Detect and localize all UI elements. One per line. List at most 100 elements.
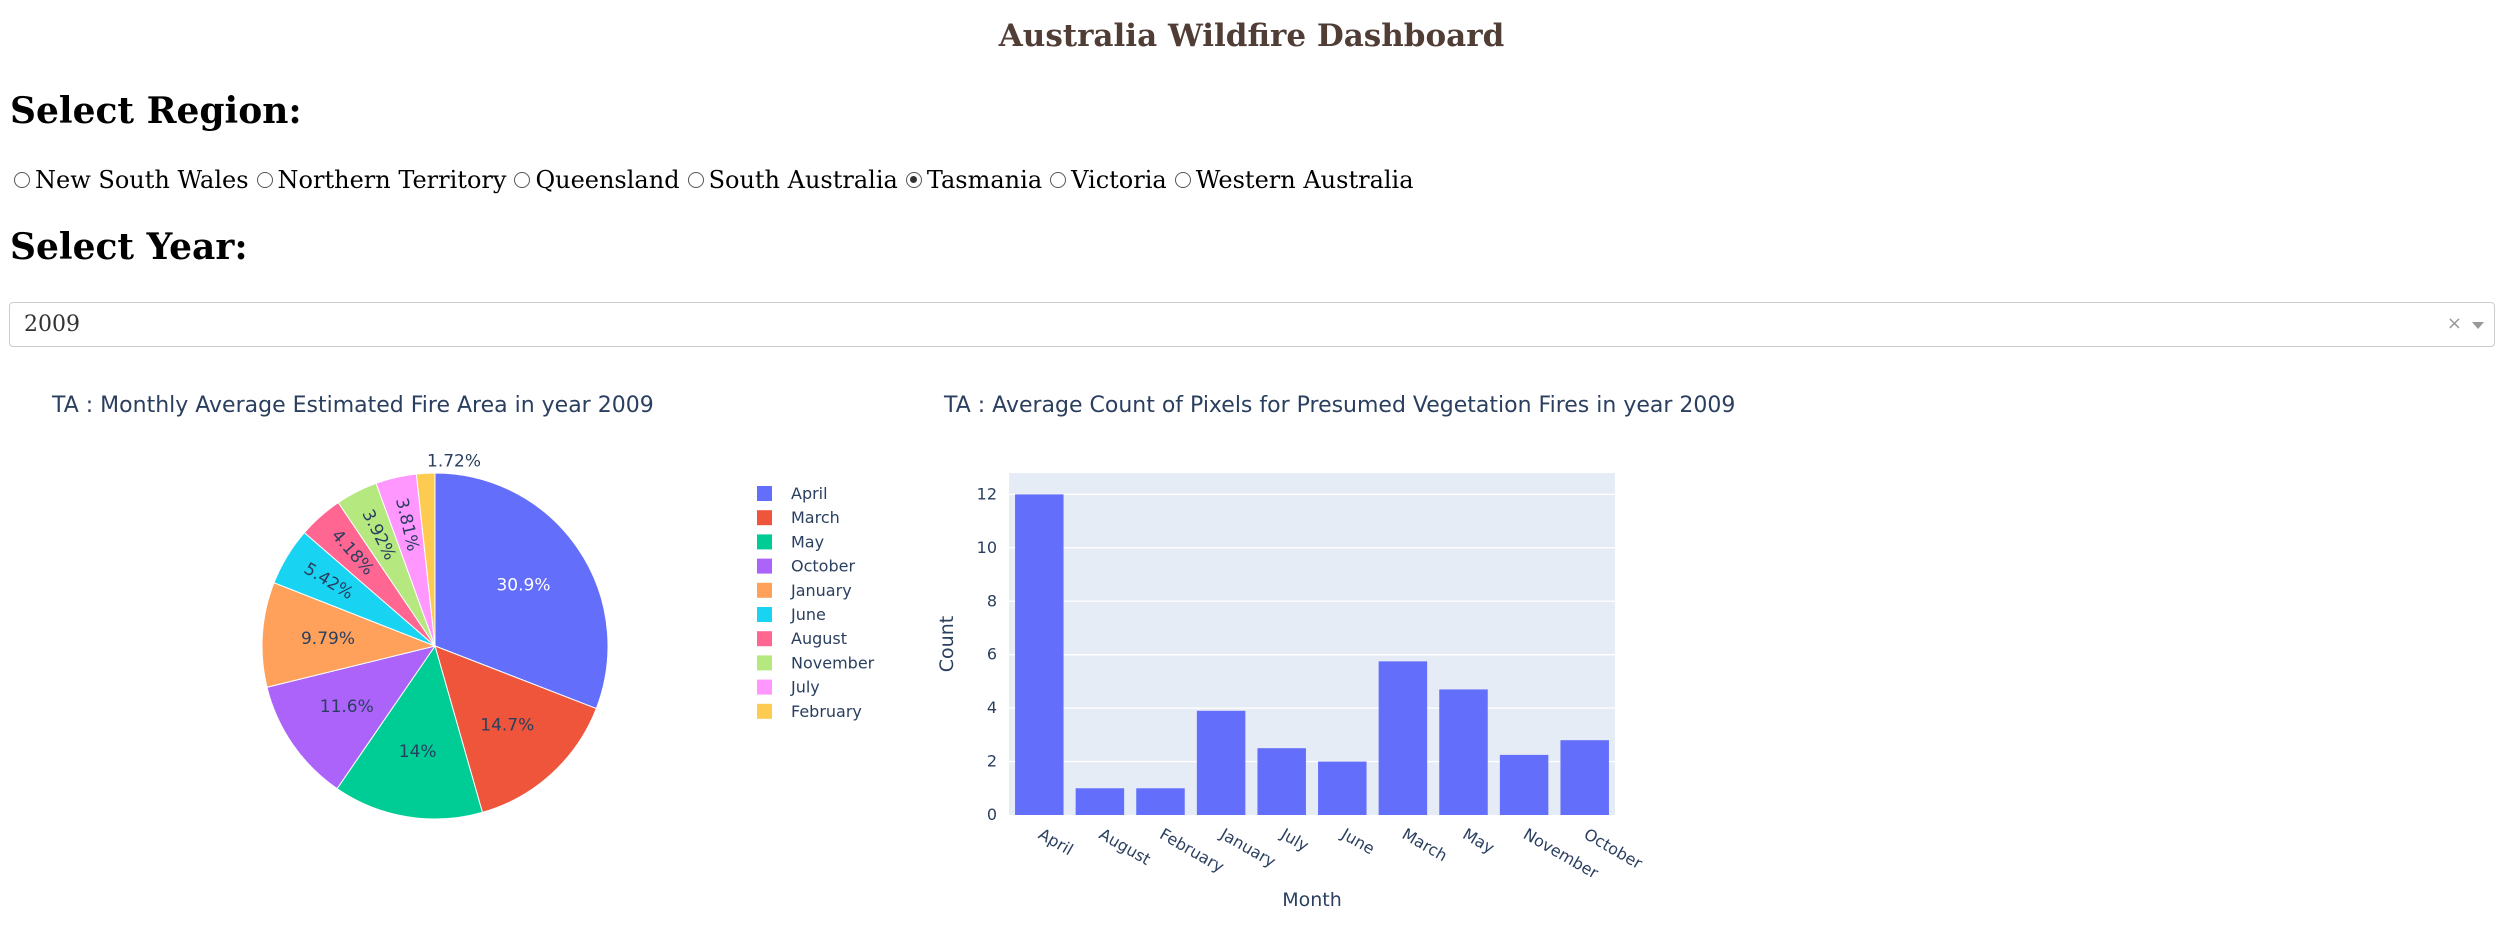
pie-value-label: 9.79% xyxy=(301,629,355,649)
radio-button[interactable] xyxy=(905,172,922,188)
bar-april[interactable] xyxy=(1015,494,1064,815)
radio-label: South Australia xyxy=(708,166,898,194)
x-tick-label: July xyxy=(1277,824,1312,855)
x-tick-label: May xyxy=(1460,824,1498,857)
legend-label: January xyxy=(790,581,852,600)
pie-slice-january[interactable] xyxy=(261,582,437,688)
radio-button[interactable] xyxy=(1174,172,1191,188)
legend-item-october[interactable]: October xyxy=(757,557,855,576)
x-tick-label: June xyxy=(1337,824,1378,858)
region-option-victoria[interactable]: Victoria xyxy=(1050,166,1167,194)
bar-october[interactable] xyxy=(1560,740,1609,815)
legend-swatch xyxy=(757,631,772,647)
y-tick-label: 4 xyxy=(987,698,997,717)
bar-august[interactable] xyxy=(1075,788,1125,815)
pie-value-label: 30.9% xyxy=(496,575,550,595)
radio-label: Queensland xyxy=(535,166,680,194)
legend-item-june[interactable]: June xyxy=(757,605,826,624)
radio-button[interactable] xyxy=(256,172,273,188)
pie-chart: TA : Monthly Average Estimated Fire Area… xyxy=(51,393,875,820)
legend-item-august[interactable]: August xyxy=(757,629,847,648)
x-tick-label: February xyxy=(1157,824,1228,876)
radio-label: New South Wales xyxy=(35,166,249,194)
region-option-tasmania[interactable]: Tasmania xyxy=(905,166,1043,194)
bar-july[interactable] xyxy=(1257,748,1306,815)
legend-item-january[interactable]: January xyxy=(757,581,852,600)
pie-slice-april[interactable] xyxy=(434,472,609,710)
radio-label: Northern Territory xyxy=(277,166,507,194)
legend-label: October xyxy=(791,557,855,576)
legend-swatch xyxy=(757,582,772,598)
bar-january[interactable] xyxy=(1196,710,1246,815)
bar-november[interactable] xyxy=(1499,754,1549,815)
year-dropdown-value: 2009 xyxy=(24,312,80,337)
y-tick-label: 6 xyxy=(987,645,997,664)
radio-button[interactable] xyxy=(1050,172,1067,188)
legend-item-november[interactable]: November xyxy=(757,653,875,672)
radio-label: Victoria xyxy=(1071,166,1167,194)
radio-label: Tasmania xyxy=(926,166,1043,194)
x-axis-title: Month xyxy=(1282,889,1342,911)
legend-item-may[interactable]: May xyxy=(757,532,824,551)
pie-chart-title: TA : Monthly Average Estimated Fire Area… xyxy=(51,393,654,418)
legend-label: August xyxy=(791,629,847,648)
pie-value-label: 1.72% xyxy=(427,451,481,471)
x-tick-label: April xyxy=(1035,824,1076,859)
legend-label: February xyxy=(791,702,862,721)
y-axis-title: Count xyxy=(936,616,958,672)
radio-button[interactable] xyxy=(14,172,30,188)
y-tick-label: 8 xyxy=(987,591,997,610)
select-year-heading: Select Year: xyxy=(10,226,248,268)
legend-swatch xyxy=(757,510,772,526)
year-dropdown[interactable]: 2009 × xyxy=(9,302,2495,347)
x-tick-label: March xyxy=(1399,824,1451,865)
bar-series xyxy=(1015,494,1609,815)
bar-march[interactable] xyxy=(1378,661,1428,815)
legend-swatch xyxy=(757,558,772,574)
legend-swatch xyxy=(757,679,772,695)
pie-value-label: 14% xyxy=(399,742,437,762)
bar-february[interactable] xyxy=(1136,788,1185,815)
legend-item-july[interactable]: July xyxy=(757,678,820,697)
radio-button[interactable] xyxy=(687,172,704,188)
region-option-northern-territory[interactable]: Northern Territory xyxy=(256,166,507,194)
pie-slice-october[interactable] xyxy=(266,645,437,790)
bar-may[interactable] xyxy=(1439,689,1488,815)
clear-icon[interactable]: × xyxy=(2446,313,2462,334)
region-option-south-australia[interactable]: South Australia xyxy=(687,166,898,194)
legend-item-february[interactable]: February xyxy=(757,702,862,721)
region-option-new-south-wales[interactable]: New South Wales xyxy=(14,166,249,194)
legend-label: November xyxy=(791,653,875,672)
region-radio-group: New South Wales Northern Territory Queensl… xyxy=(14,166,1422,194)
pie-slice-march[interactable] xyxy=(434,645,597,813)
legend-swatch xyxy=(757,655,772,671)
select-region-heading: Select Region: xyxy=(10,90,302,132)
dashboard-title: Australia Wildfire Dashboard xyxy=(998,18,1505,54)
y-tick-label: 0 xyxy=(987,805,997,824)
legend-label: June xyxy=(790,605,826,624)
legend-swatch xyxy=(757,607,772,622)
y-tick-label: 2 xyxy=(987,752,997,771)
x-tick-label: January xyxy=(1216,824,1279,871)
bar-chart: TA : Average Count of Pixels for Presume… xyxy=(936,393,1735,911)
bar-chart-title: TA : Average Count of Pixels for Presume… xyxy=(943,393,1735,418)
pie-slice-february[interactable] xyxy=(415,472,436,647)
pie-value-label: 11.6% xyxy=(320,697,374,717)
region-option-western-australia[interactable]: Western Australia xyxy=(1174,166,1414,194)
legend-item-april[interactable]: April xyxy=(757,484,828,503)
chevron-down-icon[interactable] xyxy=(2472,322,2484,329)
region-option-queensland[interactable]: Queensland xyxy=(514,166,680,194)
legend-label: April xyxy=(791,484,828,503)
legend-swatch xyxy=(757,486,772,501)
bar-june[interactable] xyxy=(1318,761,1367,815)
radio-button[interactable] xyxy=(514,172,531,188)
legend-swatch xyxy=(757,534,772,550)
legend-label: March xyxy=(791,508,840,527)
legend-swatch xyxy=(757,703,772,719)
y-tick-label: 12 xyxy=(977,484,997,503)
pie-slice-may[interactable] xyxy=(336,644,484,820)
legend-label: July xyxy=(790,678,820,697)
pie-slices xyxy=(261,472,609,820)
legend-item-march[interactable]: March xyxy=(757,508,840,527)
